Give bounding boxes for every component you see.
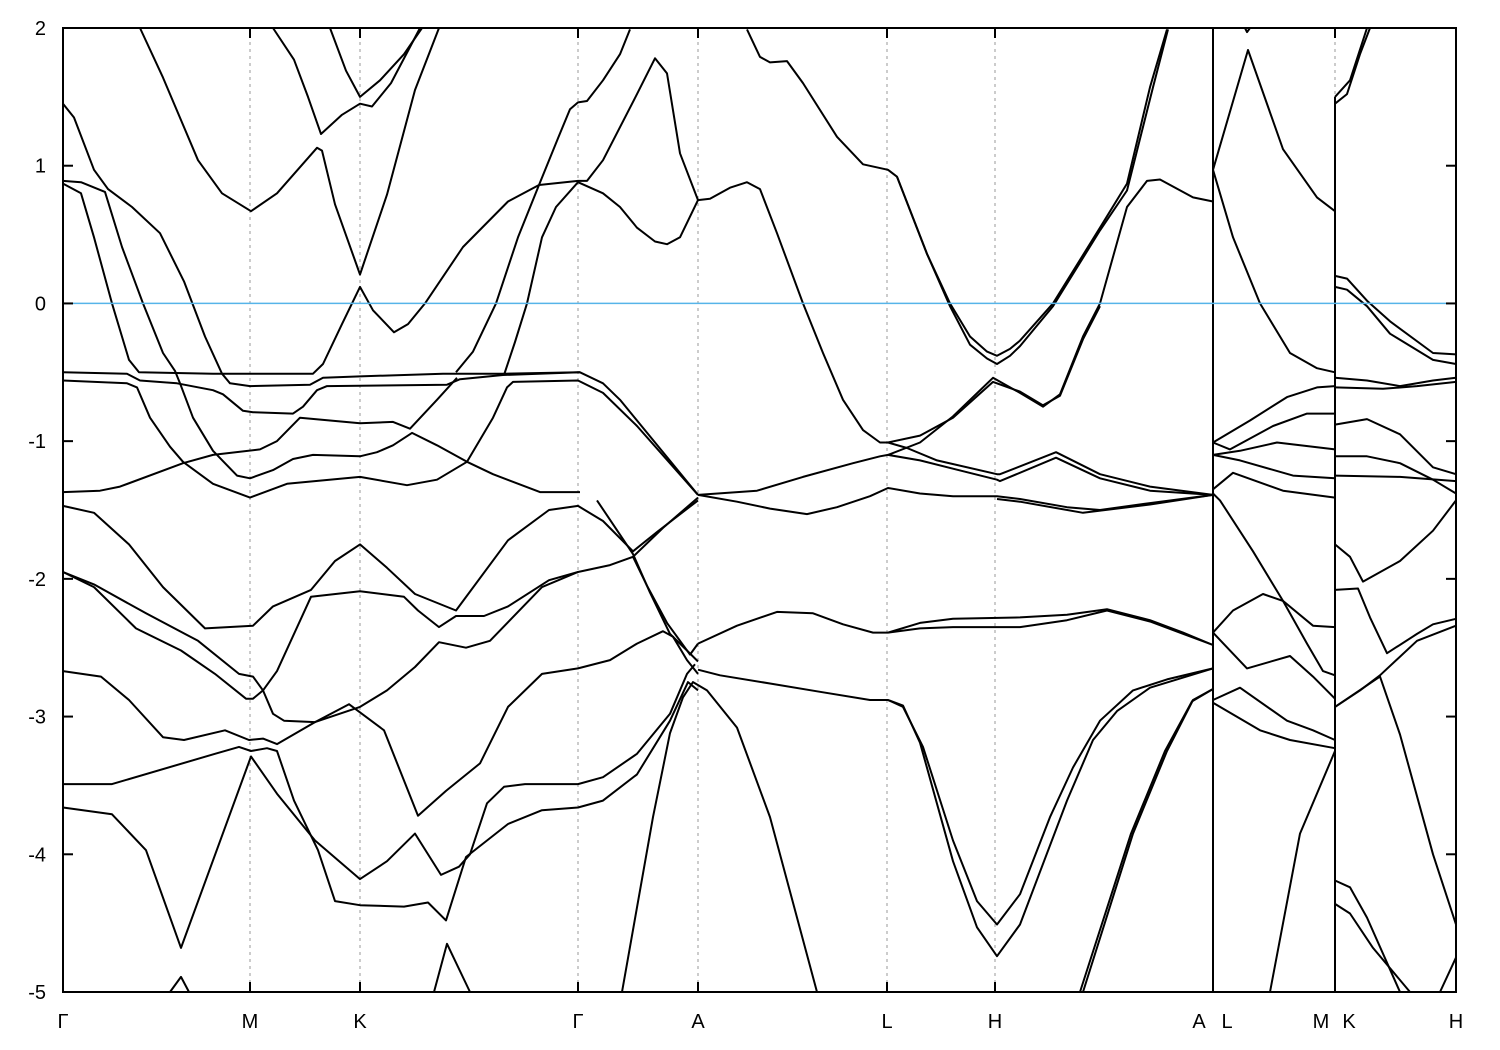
- band-line: [62, 103, 581, 388]
- band-line: [887, 305, 1101, 444]
- band-line: [62, 571, 579, 746]
- band-line: [1334, 27, 1371, 105]
- band-line: [1212, 453, 1336, 480]
- band-line: [1212, 631, 1336, 700]
- band-line: [62, 379, 699, 499]
- band-line: [887, 667, 1214, 958]
- band-line: [1334, 587, 1457, 655]
- band-line: [621, 681, 818, 993]
- x-tick-label: L: [1221, 1011, 1232, 1033]
- band-line: [1212, 412, 1335, 451]
- band-line: [1212, 169, 1336, 374]
- band-line: [1334, 675, 1457, 925]
- plot-frame: [62, 27, 1457, 993]
- x-tick-label: A: [1192, 1011, 1206, 1033]
- band-line: [1334, 274, 1457, 356]
- band-line: [632, 496, 699, 558]
- y-tick-label: -5: [28, 982, 46, 1004]
- band-line: [62, 555, 699, 700]
- band-line: [1334, 499, 1457, 583]
- y-tick-label: -4: [28, 844, 46, 866]
- band-line: [697, 667, 1214, 926]
- y-tick-label: -3: [28, 707, 46, 729]
- band-line: [746, 28, 1168, 357]
- band-line: [62, 663, 696, 949]
- band-line: [1079, 688, 1214, 993]
- band-line: [896, 29, 1169, 365]
- band-line: [887, 609, 1214, 646]
- y-tick-label: 1: [35, 156, 46, 178]
- band-line: [62, 179, 580, 494]
- band-line: [63, 681, 699, 922]
- band-line: [1269, 750, 1336, 993]
- band-line: [503, 181, 699, 376]
- band-line: [1334, 380, 1457, 390]
- axis-ticks: [63, 27, 1456, 993]
- band-line: [697, 178, 1214, 496]
- band-line: [1082, 688, 1214, 993]
- band-line: [455, 57, 888, 444]
- x-tick-label: H: [1449, 1011, 1463, 1033]
- band-line: [1212, 471, 1336, 499]
- x-tick-label: L: [881, 1011, 892, 1033]
- band-line: [139, 27, 440, 276]
- band-line: [1212, 701, 1336, 750]
- band-line: [1212, 593, 1336, 634]
- y-tick-labels: -5 -4 -3 -2 -1 0 1 2: [28, 18, 46, 1004]
- band-line: [1334, 376, 1457, 388]
- band-line: [1334, 27, 1368, 98]
- bands: [62, 27, 1457, 993]
- band-line: [433, 942, 471, 993]
- x-tick-label: H: [988, 1011, 1002, 1033]
- band-line: [62, 571, 699, 817]
- band-line: [1334, 903, 1411, 993]
- band-line: [697, 608, 1214, 646]
- band-line: [1212, 49, 1336, 212]
- band-line: [329, 27, 423, 98]
- band-line: [996, 493, 1214, 514]
- band-line: [62, 371, 699, 496]
- y-tick-label: 0: [35, 293, 46, 315]
- band-line: [62, 499, 699, 630]
- band-line: [1244, 27, 1251, 34]
- band-line: [887, 441, 1214, 496]
- band-line: [1212, 686, 1336, 741]
- band-line: [62, 377, 458, 494]
- band-line: [1212, 441, 1336, 456]
- band-line: [1334, 879, 1401, 993]
- y-tick-label: -1: [28, 431, 46, 453]
- x-tick-label: A: [691, 1011, 705, 1033]
- band-line: [1334, 418, 1457, 476]
- band-line: [169, 975, 190, 993]
- band-line: [1334, 285, 1457, 365]
- band-line: [697, 487, 1214, 516]
- x-tick-label: Γ: [57, 1011, 68, 1033]
- band-line: [1212, 385, 1336, 444]
- x-tick-label: K: [1342, 1011, 1356, 1033]
- x-tick-label: M: [1313, 1011, 1330, 1033]
- band-line: [596, 499, 699, 663]
- x-tick-label: Γ: [572, 1011, 583, 1033]
- band-line: [1334, 474, 1457, 483]
- symmetry-gridlines: [249, 28, 1336, 992]
- x-tick-label: K: [353, 1011, 367, 1033]
- band-line: [1335, 455, 1457, 495]
- band-line: [62, 29, 631, 375]
- x-tick-label: M: [242, 1011, 259, 1033]
- y-tick-label: 2: [35, 18, 46, 40]
- band-line: [1439, 957, 1457, 993]
- band-line: [1212, 492, 1336, 677]
- band-line: [272, 27, 421, 135]
- band-line: [887, 453, 1214, 496]
- y-tick-label: -2: [28, 569, 46, 591]
